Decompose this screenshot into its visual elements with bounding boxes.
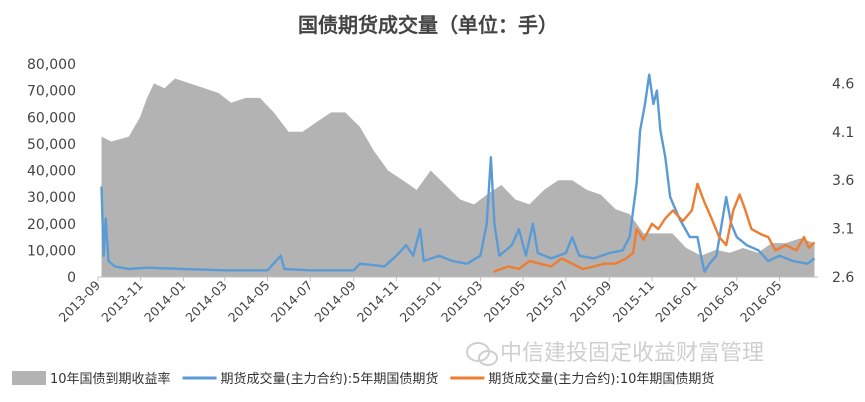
x-tick-label: 2013-11 [98,278,146,326]
y-left-tick-label: 50,000 [27,137,76,153]
chart-title: 国债期货成交量（单位：手） [298,13,558,37]
legend-item-3: 期货成交量(主力合约):10年期国债期货 [450,371,714,387]
y-left-tick-label: 0 [67,270,76,286]
x-tick-label: 2015-11 [610,278,658,326]
x-tick-label: 2015-01 [397,278,445,326]
x-tick-label: 2014-09 [311,277,359,325]
wechat-icon [466,342,498,366]
legend-item-2: 期货成交量(主力合约):5年期国债期货 [182,371,439,387]
y-left-tick-label: 80,000 [27,57,76,73]
y-axis-left: 0 10,000 20,000 30,000 40,000 50,000 60,000 70,… [27,57,76,286]
y-right-tick-label: 4.6 [832,76,854,92]
x-tick-label: 2015-09 [567,277,615,325]
legend-item-1: 10年国债到期收益率 [12,371,171,387]
x-tick-label: 2015-03 [438,278,486,326]
legend: 10年国债到期收益率 期货成交量(主力合约):5年期国债期货 期货成交量(主力合约)… [12,371,714,387]
y-right-tick-label: 4.1 [832,125,854,141]
y-right-tick-label: 3.1 [832,222,854,238]
y-left-tick-label: 10,000 [27,243,76,259]
y-left-tick-label: 60,000 [27,110,76,126]
x-axis: 2013-092013-112014-012014-032014-052014-… [56,277,785,325]
plot-area [98,73,818,278]
series-1-area [101,78,815,277]
y-right-tick-label: 3.6 [832,173,854,189]
legend-label: 10年国债到期收益率 [50,371,171,387]
legend-swatch [12,371,46,385]
legend-label: 期货成交量(主力合约):10年期国债期货 [488,371,714,387]
x-tick-label: 2013-09 [56,277,104,325]
series-3-line [493,182,816,273]
x-tick-label: 2014-05 [225,278,273,326]
y-right-tick-label: 2.6 [832,270,854,286]
legend-label: 期货成交量(主力合约):5年期国债期货 [221,371,439,387]
y-left-tick-label: 30,000 [27,190,76,206]
x-tick-label: 2015-07 [523,278,571,326]
y-left-tick-label: 20,000 [27,217,76,233]
x-tick-label: 2014-11 [354,278,402,326]
watermark: 中信建投固定收益财富管理 [466,341,764,366]
x-tick-label: 2014-01 [141,278,189,326]
x-tick-label: 2016-01 [652,278,700,326]
x-tick-label: 2015-05 [481,278,529,326]
x-tick-label: 2016-05 [737,278,785,326]
x-tick-label: 2014-07 [268,278,316,326]
y-left-tick-label: 40,000 [27,164,76,180]
series-2-line [100,73,816,273]
x-tick-label: 2016-03 [694,278,742,326]
y-left-tick-label: 70,000 [27,84,76,100]
y-axis-right: 2.6 3.1 3.6 4.1 4.6 [832,76,854,286]
x-tick-label: 2014-03 [182,278,230,326]
watermark-text: 中信建投固定收益财富管理 [500,341,764,366]
